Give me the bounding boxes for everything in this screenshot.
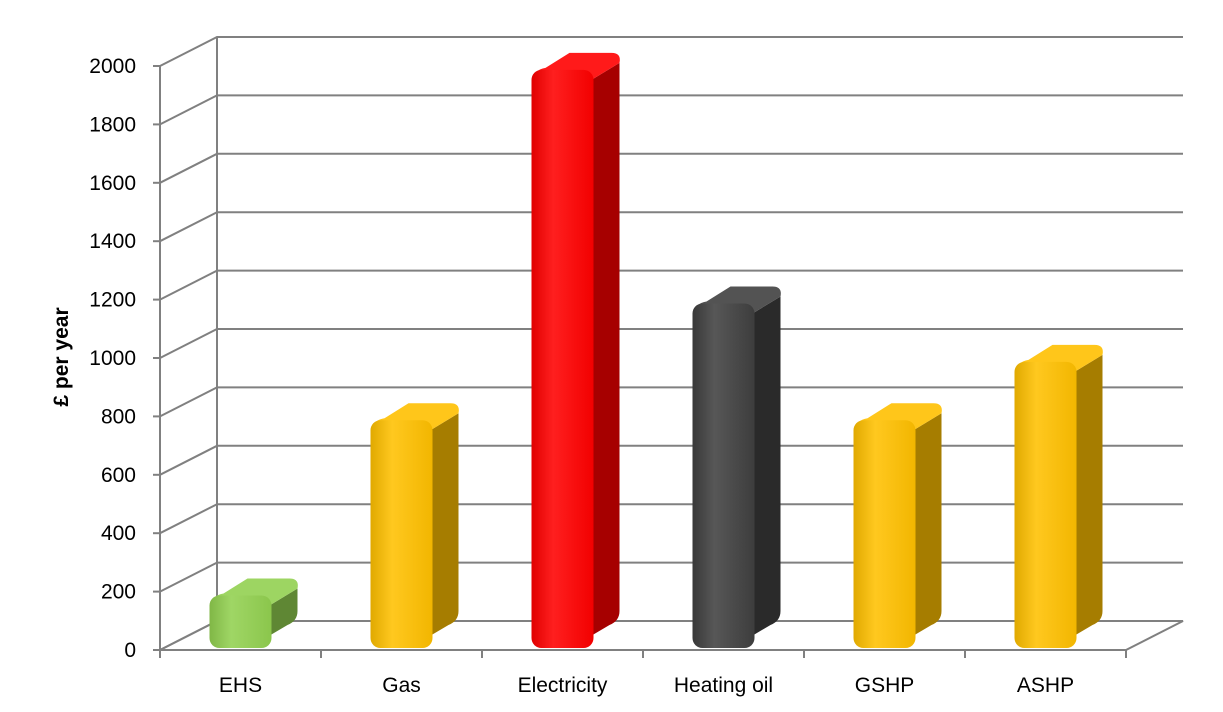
bar-front — [692, 303, 755, 648]
bar-side — [265, 588, 298, 638]
bar-side — [587, 62, 620, 638]
bar — [853, 403, 942, 648]
bar-side — [909, 413, 942, 638]
bar — [209, 578, 298, 648]
axes — [153, 65, 1127, 658]
y-tick-label: 600 — [101, 464, 136, 487]
bar — [531, 52, 620, 649]
x-tick-label: GSHP — [855, 674, 915, 697]
bar — [692, 286, 781, 648]
x-tick-label: Electricity — [518, 674, 608, 697]
y-tick-label: 2000 — [89, 55, 136, 78]
y-tick-label: 1800 — [89, 113, 136, 136]
gridline — [159, 152, 1183, 184]
y-tick-label: 1000 — [89, 347, 136, 370]
x-tick-label: ASHP — [1017, 674, 1074, 697]
gridlines — [159, 36, 1183, 651]
y-tick-labels: 0 200 400 600 800 1000 1200 1400 1600 1800 2000 — [89, 55, 136, 662]
gridline — [159, 386, 1183, 418]
bar-side — [426, 413, 459, 638]
bars — [209, 52, 1103, 649]
y-tick-label: 200 — [101, 581, 136, 604]
x-tick-label: EHS — [219, 674, 262, 697]
y-tick-label: 1600 — [89, 172, 136, 195]
x-tick-labels: EHS Gas Electricity Heating oil GSHP ASHP — [219, 674, 1074, 697]
x-tick-label: Heating oil — [674, 674, 773, 697]
bar-front — [370, 420, 433, 648]
gridline — [159, 211, 1183, 243]
gridline — [159, 328, 1183, 359]
bar — [1014, 344, 1103, 648]
bar-side — [748, 296, 781, 638]
bar-front — [1014, 361, 1077, 648]
y-tick-label: 800 — [101, 405, 136, 428]
gridline — [159, 269, 1183, 301]
y-tick-label: 1200 — [89, 289, 136, 312]
y-axis-label: £ per year — [50, 307, 73, 406]
bar-front — [209, 595, 272, 648]
gridline — [159, 94, 1183, 126]
y-tick-label: 400 — [101, 522, 136, 545]
bar-front — [853, 420, 916, 648]
bar-front — [531, 69, 594, 649]
gridline — [159, 36, 1183, 67]
bar — [370, 403, 459, 648]
y-tick-label: 1400 — [89, 230, 136, 253]
x-tick-label: Gas — [382, 674, 421, 697]
y-tick-label: 0 — [124, 639, 136, 662]
bar-side — [1070, 354, 1103, 638]
